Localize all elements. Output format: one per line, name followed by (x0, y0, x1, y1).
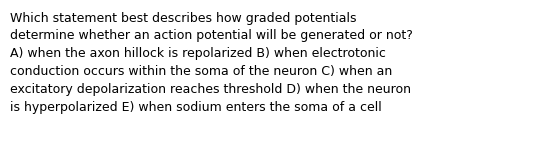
Text: Which statement best describes how graded potentials
determine whether an action: Which statement best describes how grade… (10, 12, 413, 114)
